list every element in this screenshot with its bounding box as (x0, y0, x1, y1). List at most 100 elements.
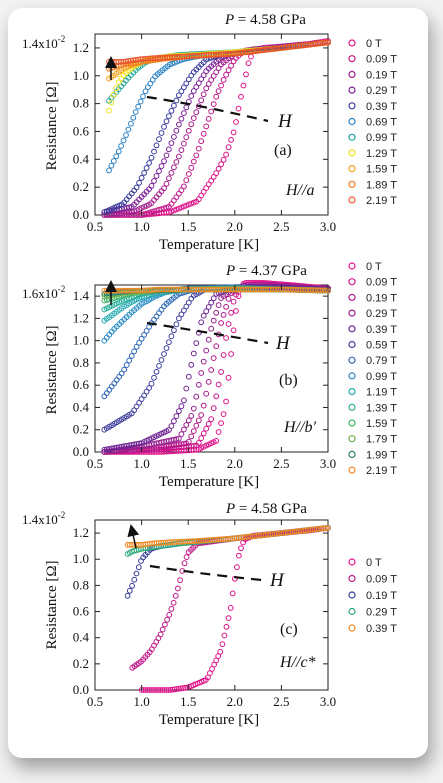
panel-a-x-label: Temperature [K] (159, 237, 259, 253)
data-point (208, 299, 215, 306)
data-point (168, 423, 175, 429)
data-point (106, 107, 112, 114)
data-point (161, 687, 168, 693)
data-point (210, 295, 217, 302)
panel-c-plot-frame (94, 519, 329, 691)
data-point (181, 110, 187, 116)
data-point (188, 433, 195, 440)
data-point (200, 130, 207, 137)
data-point (161, 123, 167, 130)
data-point (162, 621, 168, 628)
data-point (177, 577, 184, 584)
data-point (208, 77, 215, 83)
data-point (198, 412, 205, 418)
data-point (137, 98, 144, 105)
legend-marker (348, 356, 356, 364)
data-point (223, 304, 230, 310)
panel-a-x-tick-label: 2.5 (273, 219, 289, 234)
data-point (158, 206, 165, 213)
data-point (173, 127, 180, 134)
panel-b-y-tick-label: 0.6 (73, 377, 90, 392)
data-point (144, 687, 151, 693)
data-point (215, 429, 222, 435)
data-point (113, 85, 120, 92)
panel-a-x-tick-label: 2.0 (227, 219, 243, 234)
data-point (183, 80, 190, 87)
data-point (130, 114, 137, 121)
data-point (210, 355, 217, 362)
data-point (203, 347, 210, 354)
data-point (171, 418, 177, 425)
data-point (138, 335, 145, 342)
panel-c-y-ticks: 0.0 0.2 0.4 0.6 0.8 1.0 1.2 (73, 525, 328, 697)
legend-marker (348, 149, 356, 157)
legend-marker (348, 372, 356, 380)
data-point (178, 115, 185, 122)
data-point (133, 343, 140, 350)
data-point (213, 170, 220, 177)
legend-marker (348, 39, 356, 47)
data-point (156, 168, 162, 175)
legend-label: 2.19 T (366, 465, 397, 477)
data-point (168, 606, 175, 612)
data-point (322, 525, 329, 531)
data-point (208, 367, 215, 373)
data-point (215, 381, 222, 388)
panel-b-series-14 (101, 286, 331, 294)
data-point (113, 153, 120, 160)
data-point (101, 393, 108, 400)
figure-card (8, 8, 428, 758)
legend-label: 0.09 T (366, 574, 397, 586)
data-point (228, 62, 235, 69)
data-point (183, 385, 190, 392)
data-point (163, 152, 170, 159)
data-point (185, 127, 192, 134)
data-point (110, 91, 117, 98)
data-point (180, 685, 186, 691)
data-point (173, 436, 180, 443)
data-point (223, 151, 230, 158)
data-point (228, 136, 235, 143)
panel-c-x-label: Temperature [K] (159, 712, 259, 728)
data-point (203, 85, 210, 92)
data-point (183, 422, 190, 428)
data-point (133, 184, 140, 191)
data-point (166, 339, 172, 346)
data-point (220, 352, 227, 358)
data-point (185, 299, 192, 306)
data-point (183, 104, 190, 111)
data-point (163, 687, 170, 693)
legend-label: 0.39 T (366, 101, 397, 113)
legend-label: 0 T (366, 261, 382, 273)
data-point (148, 380, 155, 387)
data-point (124, 592, 131, 599)
data-point (142, 687, 149, 693)
data-point (185, 201, 192, 208)
legend-label: 1.79 T (366, 434, 397, 446)
data-point (125, 126, 132, 133)
panel-c-y-tick-label: 0.4 (73, 630, 90, 645)
data-point (155, 687, 162, 693)
legend-marker (348, 86, 356, 94)
data-point (126, 204, 133, 211)
data-point (182, 684, 189, 691)
panel-c-field-direction: H//c* (279, 654, 316, 671)
data-point (156, 136, 162, 143)
panel-c-data-marks (124, 524, 331, 693)
panel-a-x-tick-label: 1.5 (180, 219, 196, 234)
panel-a-y-tick-label: 0.4 (73, 151, 90, 166)
data-point (213, 393, 220, 400)
data-point (322, 39, 329, 46)
panel-b-y-label: Resistance [Ω] (44, 325, 60, 414)
legend-label: 0.29 T (366, 607, 397, 619)
data-point (157, 687, 164, 693)
data-point (168, 170, 175, 176)
data-point (166, 175, 172, 182)
legend-marker (348, 591, 356, 599)
data-point (163, 345, 170, 352)
panel-a-y-tick-label: 0.2 (73, 179, 89, 194)
data-point (135, 103, 142, 110)
legend-label: 0.59 T (366, 340, 397, 352)
data-point (200, 312, 207, 319)
legend-label: 0.99 T (366, 132, 397, 144)
